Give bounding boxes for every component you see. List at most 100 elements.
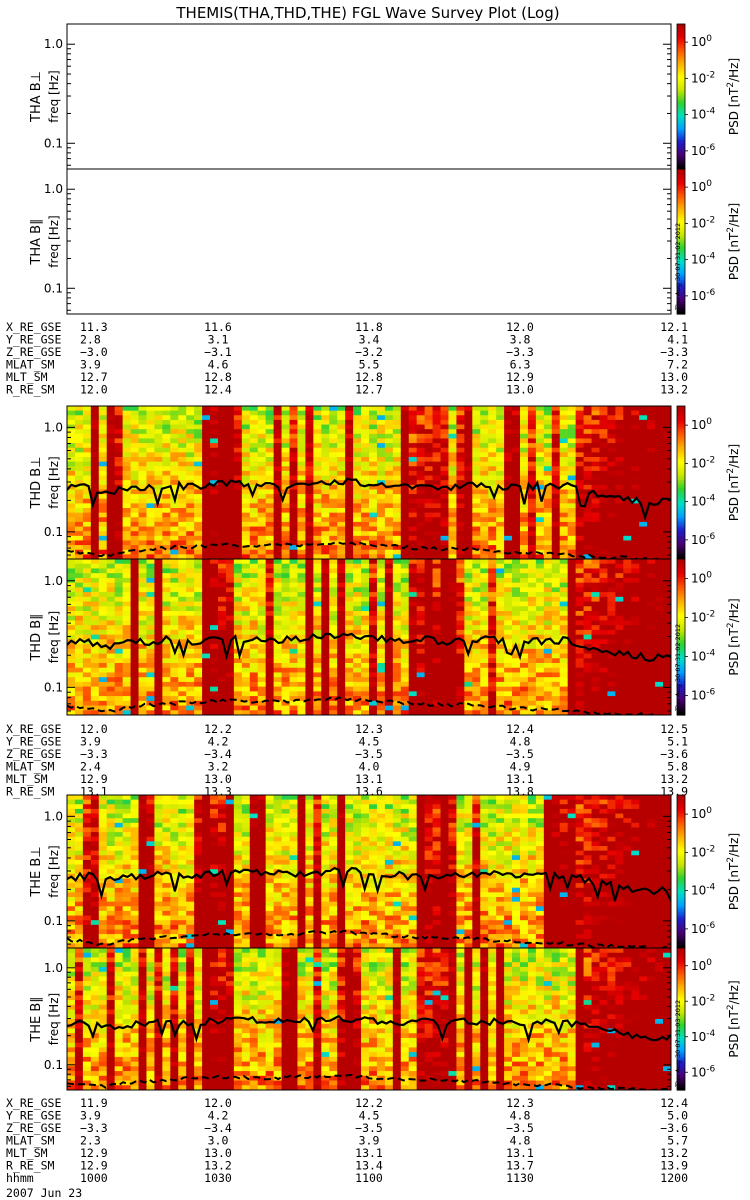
spectrogram-cell <box>210 639 219 645</box>
spectrogram-cell <box>218 512 227 518</box>
spectrogram-cell <box>607 625 616 631</box>
spectrogram-cell <box>202 466 211 472</box>
spectrogram-cell <box>194 494 203 500</box>
spectrogram-cell <box>210 601 219 607</box>
spectrogram-cell <box>551 615 561 622</box>
spectrogram-cell <box>512 587 521 593</box>
spectrogram-cell <box>281 545 291 551</box>
spectrogram-cell <box>106 545 116 551</box>
spectrogram-cell <box>400 625 410 631</box>
spectrogram-cell <box>146 672 156 678</box>
spectrogram-cell <box>464 601 473 607</box>
spectrogram-cell <box>559 648 569 655</box>
spectrogram-cell <box>114 429 124 435</box>
spectrogram-cell <box>162 644 171 650</box>
spectrogram-cell <box>202 480 211 486</box>
spectrogram-cell <box>106 484 116 491</box>
spectrogram-cell <box>655 480 664 486</box>
spectrogram-cell <box>496 653 505 659</box>
spectrogram-cell <box>233 406 243 412</box>
spectrogram-cell <box>321 494 330 500</box>
spectrogram-cell <box>567 577 577 584</box>
spectrogram-cell <box>376 429 386 435</box>
spectrogram-cell <box>575 549 585 555</box>
spectrogram-cell <box>448 457 458 463</box>
spectrogram-cell <box>551 461 561 467</box>
spectrogram-cell <box>345 667 354 674</box>
spectrogram-cell <box>432 484 442 491</box>
spectrogram-cell <box>194 521 203 528</box>
spectrogram-cell <box>392 470 402 477</box>
spectrogram-cell <box>162 433 171 440</box>
spectrogram-cell <box>114 625 124 631</box>
spectrogram-cell <box>337 606 346 612</box>
spectrogram-cell <box>194 447 203 453</box>
spectrogram-cell <box>440 433 450 440</box>
spectrogram-cell <box>162 677 171 683</box>
spectrogram-cell <box>106 648 116 655</box>
spectrogram-cell <box>615 424 624 430</box>
spectrogram-cell <box>90 410 100 416</box>
spectrogram-cell <box>599 696 609 702</box>
spectrogram-cell <box>114 424 124 430</box>
spectrogram-cell <box>345 611 354 617</box>
spectrogram-cell <box>623 559 632 565</box>
spectrogram-cell <box>225 498 235 504</box>
spectrogram-cell <box>106 498 116 504</box>
spectrogram-cell <box>567 540 577 546</box>
spectrogram-cell <box>384 415 394 421</box>
spectrogram-cell <box>114 503 124 509</box>
spectrogram-cell <box>154 540 163 546</box>
spectrogram-cell <box>543 494 553 500</box>
spectrogram-cell <box>567 686 577 692</box>
spectrogram-cell <box>575 568 585 574</box>
spectrogram-cell <box>456 592 465 598</box>
spectrogram-cell <box>337 644 346 650</box>
spectrogram-cell <box>194 503 203 509</box>
spectrogram-cell <box>233 545 243 551</box>
spectrogram-cell <box>138 419 148 426</box>
spectrogram-cell <box>591 443 601 449</box>
spectrogram-cell <box>567 592 577 598</box>
spectrogram-cell <box>384 667 394 674</box>
spectrogram-cell <box>114 406 124 412</box>
spectrogram-cell <box>631 508 640 514</box>
spectrogram-cell <box>67 521 76 528</box>
spectrogram-cell <box>456 615 465 622</box>
spectrogram-cell <box>376 691 386 697</box>
spectrogram-cell <box>591 508 601 514</box>
spectrogram-cell <box>361 601 370 607</box>
spectrogram-cell <box>114 461 124 467</box>
spectrogram-cell <box>241 540 251 546</box>
spectrogram-cell <box>392 438 402 444</box>
spectrogram-cell <box>353 438 362 444</box>
spectrogram-cell <box>512 452 521 458</box>
spectrogram-cell <box>329 700 338 707</box>
spectrogram-cell <box>146 559 156 565</box>
spectrogram-cell <box>265 592 275 598</box>
spectrogram-cell <box>504 691 513 697</box>
spectrogram-cell <box>202 429 211 435</box>
spectrogram-cell <box>90 573 100 579</box>
spectrogram-cell <box>384 503 394 509</box>
spectrogram-cell <box>241 498 251 504</box>
spectrogram-cell <box>575 526 585 532</box>
spectrogram-cell <box>289 415 299 421</box>
spectrogram-cell <box>512 634 521 640</box>
spectrogram-cell <box>512 596 521 603</box>
spectrogram-cell <box>361 639 370 645</box>
spectrogram-cell <box>408 424 418 430</box>
spectrogram-cell <box>114 559 124 565</box>
spectrogram-cell <box>345 686 354 692</box>
spectrogram-cell <box>361 545 370 551</box>
spectrogram-cell <box>496 480 505 486</box>
spectrogram-cell <box>138 648 148 655</box>
spectrogram-cell <box>520 508 529 514</box>
spectrogram-cell <box>337 582 346 588</box>
spectrogram-cell <box>607 554 616 559</box>
spectrogram-cell <box>480 648 489 655</box>
spectrogram-cell <box>233 611 243 617</box>
spectrogram-cell <box>82 639 92 645</box>
spectrogram-cell <box>345 577 354 584</box>
spectrogram-cell <box>249 667 259 674</box>
